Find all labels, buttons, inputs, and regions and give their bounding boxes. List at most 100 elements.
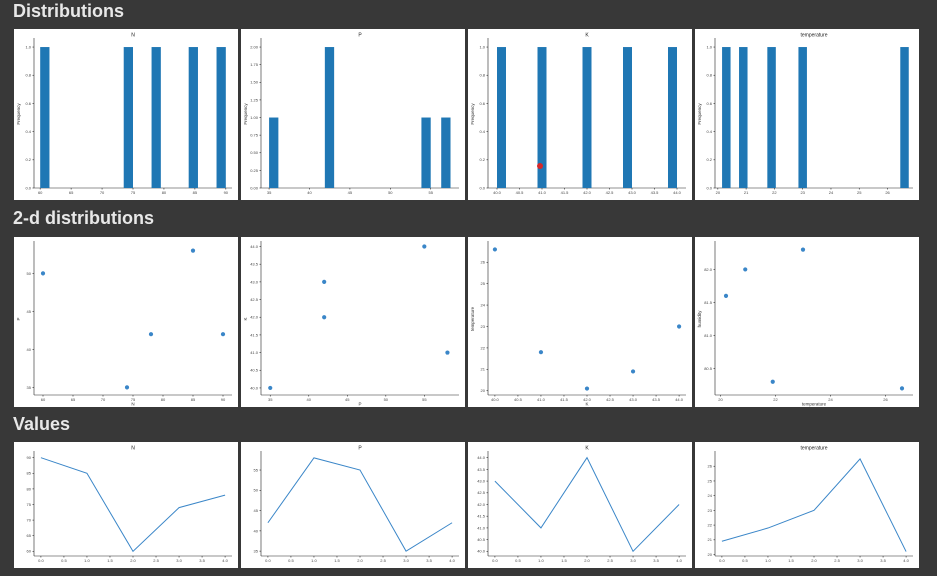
y-tick-label: 81.5 <box>704 300 713 305</box>
y-axis-label: Frequency <box>697 103 702 125</box>
y-tick-label: 42.0 <box>250 315 259 320</box>
chart-svg-hist-k: K 40.0 40.5 41.0 41.5 42.0 42.5 43.0 43.5 44.0 0.0… <box>470 33 686 195</box>
x-tick-label: 0.5 <box>742 558 748 563</box>
chart-svg-line-temp: temperature 0.0 0.5 1.0 1.5 2.0 2.5 3.0 3.5 4.0 20… <box>708 446 913 563</box>
y-tick-label: 40.5 <box>250 368 259 373</box>
y-tick-label: 0.2 <box>25 157 31 162</box>
y-tick-label: 50 <box>27 271 32 276</box>
y-tick-label: 41.5 <box>250 332 259 337</box>
y-axis-label: K <box>243 317 248 320</box>
chart-svg-hist-temp: temperature 20 21 22 23 24 25 26 0.0 0.2 0.4 0.6 0.8… <box>697 33 913 195</box>
chart-title: K <box>585 446 589 452</box>
y-tick-label: 43.5 <box>477 467 486 472</box>
y-tick-label: 1.75 <box>250 62 259 67</box>
histogram-bar <box>188 47 198 188</box>
x-tick-label: 60 <box>41 397 46 402</box>
x-tick-label: 4.0 <box>222 558 228 563</box>
x-tick-label: 40.5 <box>516 190 525 195</box>
y-tick-label: 2.00 <box>250 44 259 49</box>
y-tick-label: 80 <box>27 486 32 491</box>
y-tick-label: 40 <box>27 347 32 352</box>
scatter-point <box>148 332 154 337</box>
y-tick-label: 1.0 <box>479 44 485 49</box>
x-tick-label: 3.5 <box>199 558 205 563</box>
histogram-bar <box>582 47 592 188</box>
x-tick-label: 44.0 <box>673 190 682 195</box>
y-tick-label: 43.0 <box>250 279 259 284</box>
x-tick-label: 1.0 <box>765 558 771 563</box>
chart-title: P <box>358 33 362 39</box>
y-tick-label: 90 <box>27 455 32 460</box>
y-tick-label: 1.0 <box>706 44 712 49</box>
histogram-bar <box>441 117 451 188</box>
y-tick-label: 41.0 <box>477 525 486 530</box>
histogram-bar <box>798 47 807 188</box>
x-tick-label: 0.5 <box>288 558 294 563</box>
scatter-point <box>124 385 130 390</box>
x-tick-label: 50 <box>388 190 393 195</box>
histogram-bar <box>269 117 279 188</box>
histogram-bar <box>151 47 161 188</box>
x-tick-label: 65 <box>71 397 76 402</box>
series-line <box>267 457 453 552</box>
x-tick-label: 2.0 <box>811 558 817 563</box>
y-tick-label: 85 <box>27 471 32 476</box>
x-tick-label: 60 <box>38 190 43 195</box>
x-tick-label: 43.0 <box>629 397 638 402</box>
y-tick-label: 0.4 <box>479 129 485 134</box>
x-tick-label: 2.5 <box>834 558 840 563</box>
scatter-point <box>770 379 775 384</box>
x-tick-label: 41.5 <box>561 190 570 195</box>
x-tick-label: 40.0 <box>493 190 502 195</box>
x-tick-label: 3.0 <box>630 558 636 563</box>
x-tick-label: 40 <box>307 190 312 195</box>
x-tick-label: 0.5 <box>61 558 67 563</box>
series-line <box>40 457 226 553</box>
x-tick-label: 26 <box>885 190 890 195</box>
x-tick-label: 35 <box>268 397 273 402</box>
x-tick-label: 50 <box>384 397 389 402</box>
y-tick-label: 65 <box>27 533 32 538</box>
x-tick-label: 2.5 <box>153 558 159 563</box>
y-tick-label: 24 <box>481 302 486 307</box>
x-tick-label: 70 <box>100 190 105 195</box>
x-tick-label: 43.5 <box>651 190 660 195</box>
y-tick-label: 0.8 <box>706 73 712 78</box>
y-tick-label: 20 <box>708 552 713 557</box>
chart-svg-hist-p: P 35 40 45 50 55 0.00 0.25 0.50 0.75 1.00 1.25 1.50 1… <box>243 33 459 195</box>
chart-panel-hist-p: P 35 40 45 50 55 0.00 0.25 0.50 0.75 1.00 1.25 1.50 1… <box>241 29 465 200</box>
x-tick-label: 1.0 <box>311 558 317 563</box>
chart-svg-scatter-pk: 35 40 45 50 55 40.0 40.5 41.0 41.5 42.0 42.5 43.0 43… <box>243 241 459 407</box>
x-axis-label: K <box>585 402 588 407</box>
x-tick-label: 44.0 <box>675 397 684 402</box>
chart-panel-scatter-th: 20 22 24 26 80.5 81.0 81.5 82.0 temperature humid… <box>695 237 919 407</box>
x-tick-label: 80 <box>162 190 167 195</box>
x-tick-label: 24 <box>829 190 834 195</box>
x-tick-label: 1.5 <box>788 558 794 563</box>
x-tick-label: 2.5 <box>380 558 386 563</box>
x-tick-label: 3.5 <box>426 558 432 563</box>
y-tick-label: 22 <box>481 345 486 350</box>
y-tick-label: 40.5 <box>477 537 486 542</box>
chart-panel-hist-n: N 60 65 70 75 80 85 90 0.0 0.2 0.4 0.6 0.8 1.0 Frequen… <box>14 29 238 200</box>
chart-svg-scatter-th: 20 22 24 26 80.5 81.0 81.5 82.0 temperature humid… <box>697 241 913 407</box>
y-tick-label: 75 <box>27 502 32 507</box>
x-tick-label: 41.0 <box>538 190 547 195</box>
y-tick-label: 44.0 <box>477 455 486 460</box>
y-tick-label: 0.6 <box>479 101 485 106</box>
x-tick-label: 45 <box>345 397 350 402</box>
y-axis-label: Frequency <box>243 103 248 125</box>
x-tick-label: 3.5 <box>880 558 886 563</box>
y-tick-label: 40.0 <box>477 549 486 554</box>
x-tick-label: 1.5 <box>107 558 113 563</box>
y-tick-label: 35 <box>254 549 259 554</box>
y-tick-label: 60 <box>27 549 32 554</box>
y-tick-label: 0.6 <box>25 101 31 106</box>
x-tick-label: 0.0 <box>265 558 271 563</box>
x-tick-label: 45 <box>348 190 353 195</box>
x-tick-label: 3.0 <box>176 558 182 563</box>
chart-title: temperature <box>801 446 828 452</box>
y-tick-label: 21 <box>481 367 486 372</box>
chart-panel-scatter-kt: 40.0 40.5 41.0 41.5 42.0 42.5 43.0 43.5 44.0 20 21… <box>468 237 692 407</box>
y-tick-label: 41.5 <box>477 514 486 519</box>
